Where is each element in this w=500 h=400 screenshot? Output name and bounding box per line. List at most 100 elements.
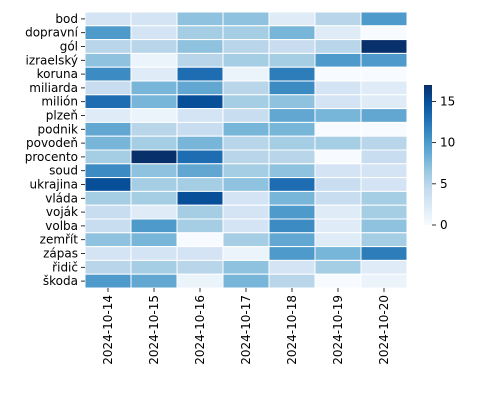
- heatmap-cell: koruna / 2024-10-18: 12: [268, 66, 316, 82]
- heatmap-cell: milión / 2024-10-16: 15: [176, 94, 224, 110]
- heatmap-cell: zemřít / 2024-10-18: 9: [268, 232, 316, 248]
- column-label: 2024-10-17: [239, 295, 253, 365]
- heatmap-cell: gól / 2024-10-16: 7: [176, 39, 224, 54]
- heatmap-cell: dopravní / 2024-10-14: 10: [84, 25, 132, 41]
- heatmap-cell: volba / 2024-10-17: 3: [222, 218, 270, 234]
- heatmap-cell: řidič / 2024-10-20: 2: [360, 259, 408, 275]
- row-label: dopravní: [25, 26, 79, 40]
- heatmap-cell: miliarda / 2024-10-14: 4: [84, 80, 132, 96]
- heatmap-cell: zemřít / 2024-10-19: 2: [314, 232, 362, 248]
- row-label: škoda: [43, 274, 78, 288]
- heatmap-cell: plzeň / 2024-10-18: 9: [268, 108, 316, 123]
- column-label: 2024-10-20: [377, 295, 391, 365]
- row-label: povodeň: [26, 136, 78, 150]
- heatmap-cell: škoda / 2024-10-18: 5: [268, 273, 316, 289]
- heatmap-cell: podnik / 2024-10-16: 4: [176, 121, 224, 137]
- column-label: 2024-10-18: [285, 295, 299, 365]
- heatmap-cell: vláda / 2024-10-16: 15: [176, 190, 224, 206]
- heatmap-cell: volba / 2024-10-14: 4: [84, 218, 132, 234]
- column-label: 2024-10-15: [147, 295, 161, 365]
- heatmap-cell: dopravní / 2024-10-18: 8: [268, 25, 316, 41]
- colorbar-tick-label: 10: [440, 136, 455, 150]
- heatmap-cell: řidič / 2024-10-17: 7: [222, 259, 270, 275]
- heatmap-cell: povodeň / 2024-10-20: 5: [360, 135, 408, 151]
- heatmap-cell: povodeň / 2024-10-17: 5: [222, 135, 270, 151]
- heatmap-cell: gól / 2024-10-15: 5: [130, 39, 178, 54]
- heatmap-cell: soud / 2024-10-18: 7: [268, 163, 316, 179]
- row-label: zápas: [43, 247, 78, 261]
- heatmap-cell: zápas / 2024-10-14: 3: [84, 246, 132, 261]
- heatmap-cell: voják / 2024-10-15: 2: [130, 204, 178, 220]
- row-label: volba: [45, 219, 78, 233]
- heatmap-cell: řidič / 2024-10-14: 5: [84, 259, 132, 275]
- heatmap-cell: soud / 2024-10-15: 7: [130, 163, 178, 179]
- heatmap-cell: volba / 2024-10-15: 10: [130, 218, 178, 234]
- heatmap-cell: milión / 2024-10-17: 6: [222, 94, 270, 110]
- heatmap-cell: voják / 2024-10-16: 6: [176, 204, 224, 220]
- heatmap-cell: podnik / 2024-10-19: 0: [314, 121, 362, 137]
- heatmap-cell: zemřít / 2024-10-15: 8: [130, 232, 178, 248]
- heatmap-cell: milión / 2024-10-14: 13: [84, 94, 132, 110]
- row-label: izraelský: [25, 53, 78, 67]
- row-label: voják: [46, 205, 78, 219]
- heatmap-cell: povodeň / 2024-10-16: 8: [176, 135, 224, 151]
- heatmap-cell: miliarda / 2024-10-19: 3: [314, 80, 362, 96]
- row-label: řidič: [52, 260, 78, 274]
- heatmap-cell: izraelský / 2024-10-20: 10: [360, 52, 408, 68]
- heatmap-cell: volba / 2024-10-18: 11: [268, 218, 316, 234]
- row-label: zemřít: [40, 233, 79, 247]
- heatmap-cell: dopravní / 2024-10-19: 2: [314, 25, 362, 41]
- heatmap-cell: izraelský / 2024-10-17: 6: [222, 52, 270, 68]
- heatmap-cell: procento / 2024-10-16: 13: [176, 149, 224, 165]
- heatmap-cell: zápas / 2024-10-15: 3: [130, 246, 178, 261]
- heatmap-cell: ukrajina / 2024-10-18: 13: [268, 177, 316, 192]
- heatmap-cell: povodeň / 2024-10-14: 8: [84, 135, 132, 151]
- heatmap-cell: plzeň / 2024-10-19: 8: [314, 108, 362, 123]
- heatmap-cell: gól / 2024-10-17: 5: [222, 39, 270, 54]
- heatmap-cell: koruna / 2024-10-20: 0: [360, 66, 408, 82]
- heatmap-cell: volba / 2024-10-20: 7: [360, 218, 408, 234]
- heatmap-cell: škoda / 2024-10-16: 1: [176, 273, 224, 289]
- heatmap-cell: koruna / 2024-10-17: 1: [222, 66, 270, 82]
- heatmap-cell: vláda / 2024-10-18: 8: [268, 190, 316, 206]
- column-labels: 2024-10-14 2024-10-15 2024-10-16 2024-10-17…: [101, 288, 391, 365]
- heatmap-cell: plzeň / 2024-10-16: 3: [176, 108, 224, 123]
- heatmap-cell: dopravní / 2024-10-16: 6: [176, 25, 224, 41]
- heatmap-cell: procento / 2024-10-14: 6: [84, 149, 132, 165]
- heatmap-cell: miliarda / 2024-10-17: 5: [222, 80, 270, 96]
- heatmap-cell: soud / 2024-10-17: 6: [222, 163, 270, 179]
- heatmap-cell: povodeň / 2024-10-15: 6: [130, 135, 178, 151]
- row-label: soud: [49, 164, 78, 178]
- heatmap-cell: koruna / 2024-10-15: 2: [130, 66, 178, 82]
- row-label: koruna: [37, 67, 78, 81]
- heatmap-cell: miliarda / 2024-10-16: 9: [176, 80, 224, 96]
- heatmap-cell: milión / 2024-10-20: 2: [360, 94, 408, 110]
- heatmap-cell: milión / 2024-10-15: 8: [130, 94, 178, 110]
- heatmap-cell: škoda / 2024-10-17: 8: [222, 273, 270, 289]
- heatmap-cell: izraelský / 2024-10-18: 6: [268, 52, 316, 68]
- row-label: podnik: [38, 122, 79, 136]
- colorbar-tick-label: 0: [440, 218, 448, 232]
- heatmap-cell: ukrajina / 2024-10-17: 7: [222, 177, 270, 192]
- heatmap-cell: ukrajina / 2024-10-20: 3: [360, 177, 408, 192]
- heatmap-cell: voják / 2024-10-17: 3: [222, 204, 270, 220]
- heatmap-cell: milión / 2024-10-18: 7: [268, 94, 316, 110]
- heatmap-cell: vláda / 2024-10-19: 4: [314, 190, 362, 206]
- colorbar: 0 5 10 15: [424, 85, 455, 232]
- heatmap-cell: ukrajina / 2024-10-15: 6: [130, 177, 178, 192]
- heatmap-cell: procento / 2024-10-19: 0: [314, 149, 362, 165]
- heatmap-cell: volba / 2024-10-16: 6: [176, 218, 224, 234]
- heatmap-cell: zemřít / 2024-10-20: 6: [360, 232, 408, 248]
- heatmap-cell: gól / 2024-10-18: 4: [268, 39, 316, 54]
- heatmap-cell: koruna / 2024-10-14: 11: [84, 66, 132, 82]
- heatmap-cell: gól / 2024-10-20: 17: [360, 39, 408, 54]
- heatmap-cell: dopravní / 2024-10-15: 3: [130, 25, 178, 41]
- heatmap-cell: izraelský / 2024-10-16: 5: [176, 52, 224, 68]
- heatmap-cell: voják / 2024-10-20: 6: [360, 204, 408, 220]
- heatmap-cell: soud / 2024-10-16: 9: [176, 163, 224, 179]
- heatmap-cell: podnik / 2024-10-17: 8: [222, 121, 270, 137]
- heatmap-cell: řidič / 2024-10-19: 6: [314, 259, 362, 275]
- heatmap-cell: procento / 2024-10-18: 5: [268, 149, 316, 165]
- row-label: vláda: [45, 191, 78, 205]
